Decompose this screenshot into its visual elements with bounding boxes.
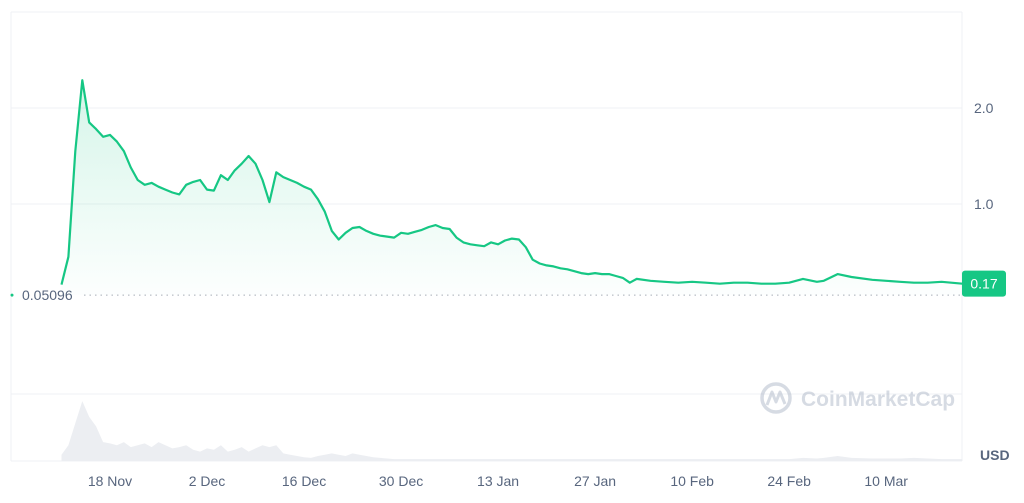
x-tick-label: 2 Dec	[189, 473, 226, 489]
volume-bars	[61, 401, 963, 461]
x-tick-label: 30 Dec	[379, 473, 423, 489]
x-tick-label: 27 Jan	[574, 473, 616, 489]
x-tick-label: 13 Jan	[477, 473, 519, 489]
current-price-badge: 0.17	[962, 270, 1006, 297]
start-price-dot	[10, 293, 14, 297]
current-price-label: 0.17	[970, 276, 997, 292]
price-area	[61, 80, 963, 296]
watermark-text: CoinMarketCap	[801, 388, 955, 411]
currency-label: USD	[980, 447, 1010, 463]
coinmarketcap-watermark: CoinMarketCap	[760, 382, 955, 414]
y-tick-label: 1.0	[974, 196, 994, 212]
start-price-label: 0.05096	[22, 287, 73, 303]
coinmarketcap-logo-icon	[760, 382, 792, 414]
x-tick-label: 24 Feb	[767, 473, 811, 489]
y-tick-label: 2.0	[974, 100, 994, 116]
x-tick-label: 16 Dec	[282, 473, 326, 489]
x-tick-label: 18 Nov	[88, 473, 132, 489]
x-tick-label: 10 Feb	[670, 473, 714, 489]
price-line	[60, 79, 963, 285]
x-tick-label: 10 Mar	[864, 473, 908, 489]
volume-area	[61, 401, 963, 461]
